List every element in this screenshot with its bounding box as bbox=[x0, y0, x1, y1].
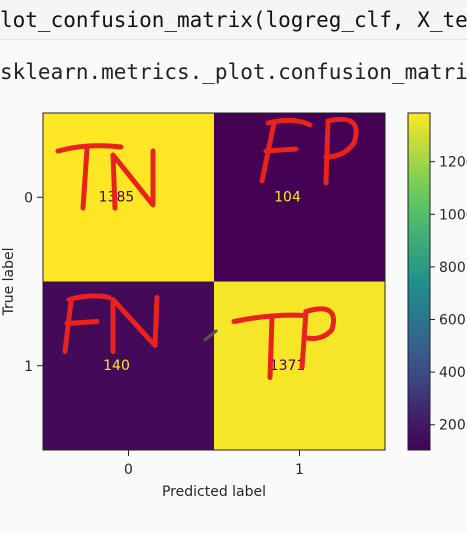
code-cell-input[interactable]: lot_confusion_matrix(logreg_clf, X_test bbox=[0, 0, 467, 40]
colorbar-tick-label-600: 600 bbox=[439, 313, 466, 329]
annotation-tn: TN bbox=[55, 143, 156, 211]
matrix-border bbox=[42, 112, 386, 451]
code-cell-output: sklearn.metrics._plot.confusion_matrix. bbox=[0, 62, 467, 84]
y-tick-label-0: 0 bbox=[24, 190, 33, 206]
colorbar-tick-label-1000: 1000 bbox=[439, 207, 467, 223]
matrix-cell-0-0 bbox=[43, 113, 214, 282]
colorbar-tick-label-1200: 1200 bbox=[439, 155, 467, 171]
x-tick-label-1: 1 bbox=[295, 462, 304, 478]
y-axis-label: True label bbox=[1, 247, 17, 316]
annotation-stroke-tn bbox=[55, 143, 156, 211]
pen-cursor-icon bbox=[203, 329, 218, 342]
colorbar-gradient bbox=[407, 112, 431, 451]
annotation-stroke-fp bbox=[259, 116, 359, 186]
annotation-tp: TP bbox=[231, 306, 336, 380]
colorbar: 200 400 600 800 1000 1200 bbox=[407, 112, 467, 451]
annotation-fp: FP bbox=[259, 116, 359, 186]
colorbar-tick-label-200: 200 bbox=[439, 418, 466, 434]
annotation-fn: FN bbox=[62, 293, 160, 354]
y-tick-label-1: 1 bbox=[24, 359, 33, 375]
handwritten-annotations: TN FP FN TP bbox=[55, 116, 359, 380]
annotation-stroke-fn bbox=[62, 293, 160, 354]
x-axis-label: Predicted label bbox=[162, 484, 266, 500]
matrix-cell-1-1 bbox=[214, 281, 385, 450]
cell-value-1-1: 1371 bbox=[270, 358, 306, 374]
matrix-frame bbox=[42, 112, 386, 451]
x-tick-label-0: 0 bbox=[124, 462, 133, 478]
colorbar-tick-label-800: 800 bbox=[439, 260, 466, 276]
colorbar-tick-label-400: 400 bbox=[439, 365, 466, 381]
cell-value-0-1: 104 bbox=[274, 189, 301, 205]
annotation-stroke-tp bbox=[231, 306, 336, 380]
cell-value-1-0: 140 bbox=[103, 358, 130, 374]
axis-ticks: 0 1 0 1 bbox=[24, 190, 304, 478]
